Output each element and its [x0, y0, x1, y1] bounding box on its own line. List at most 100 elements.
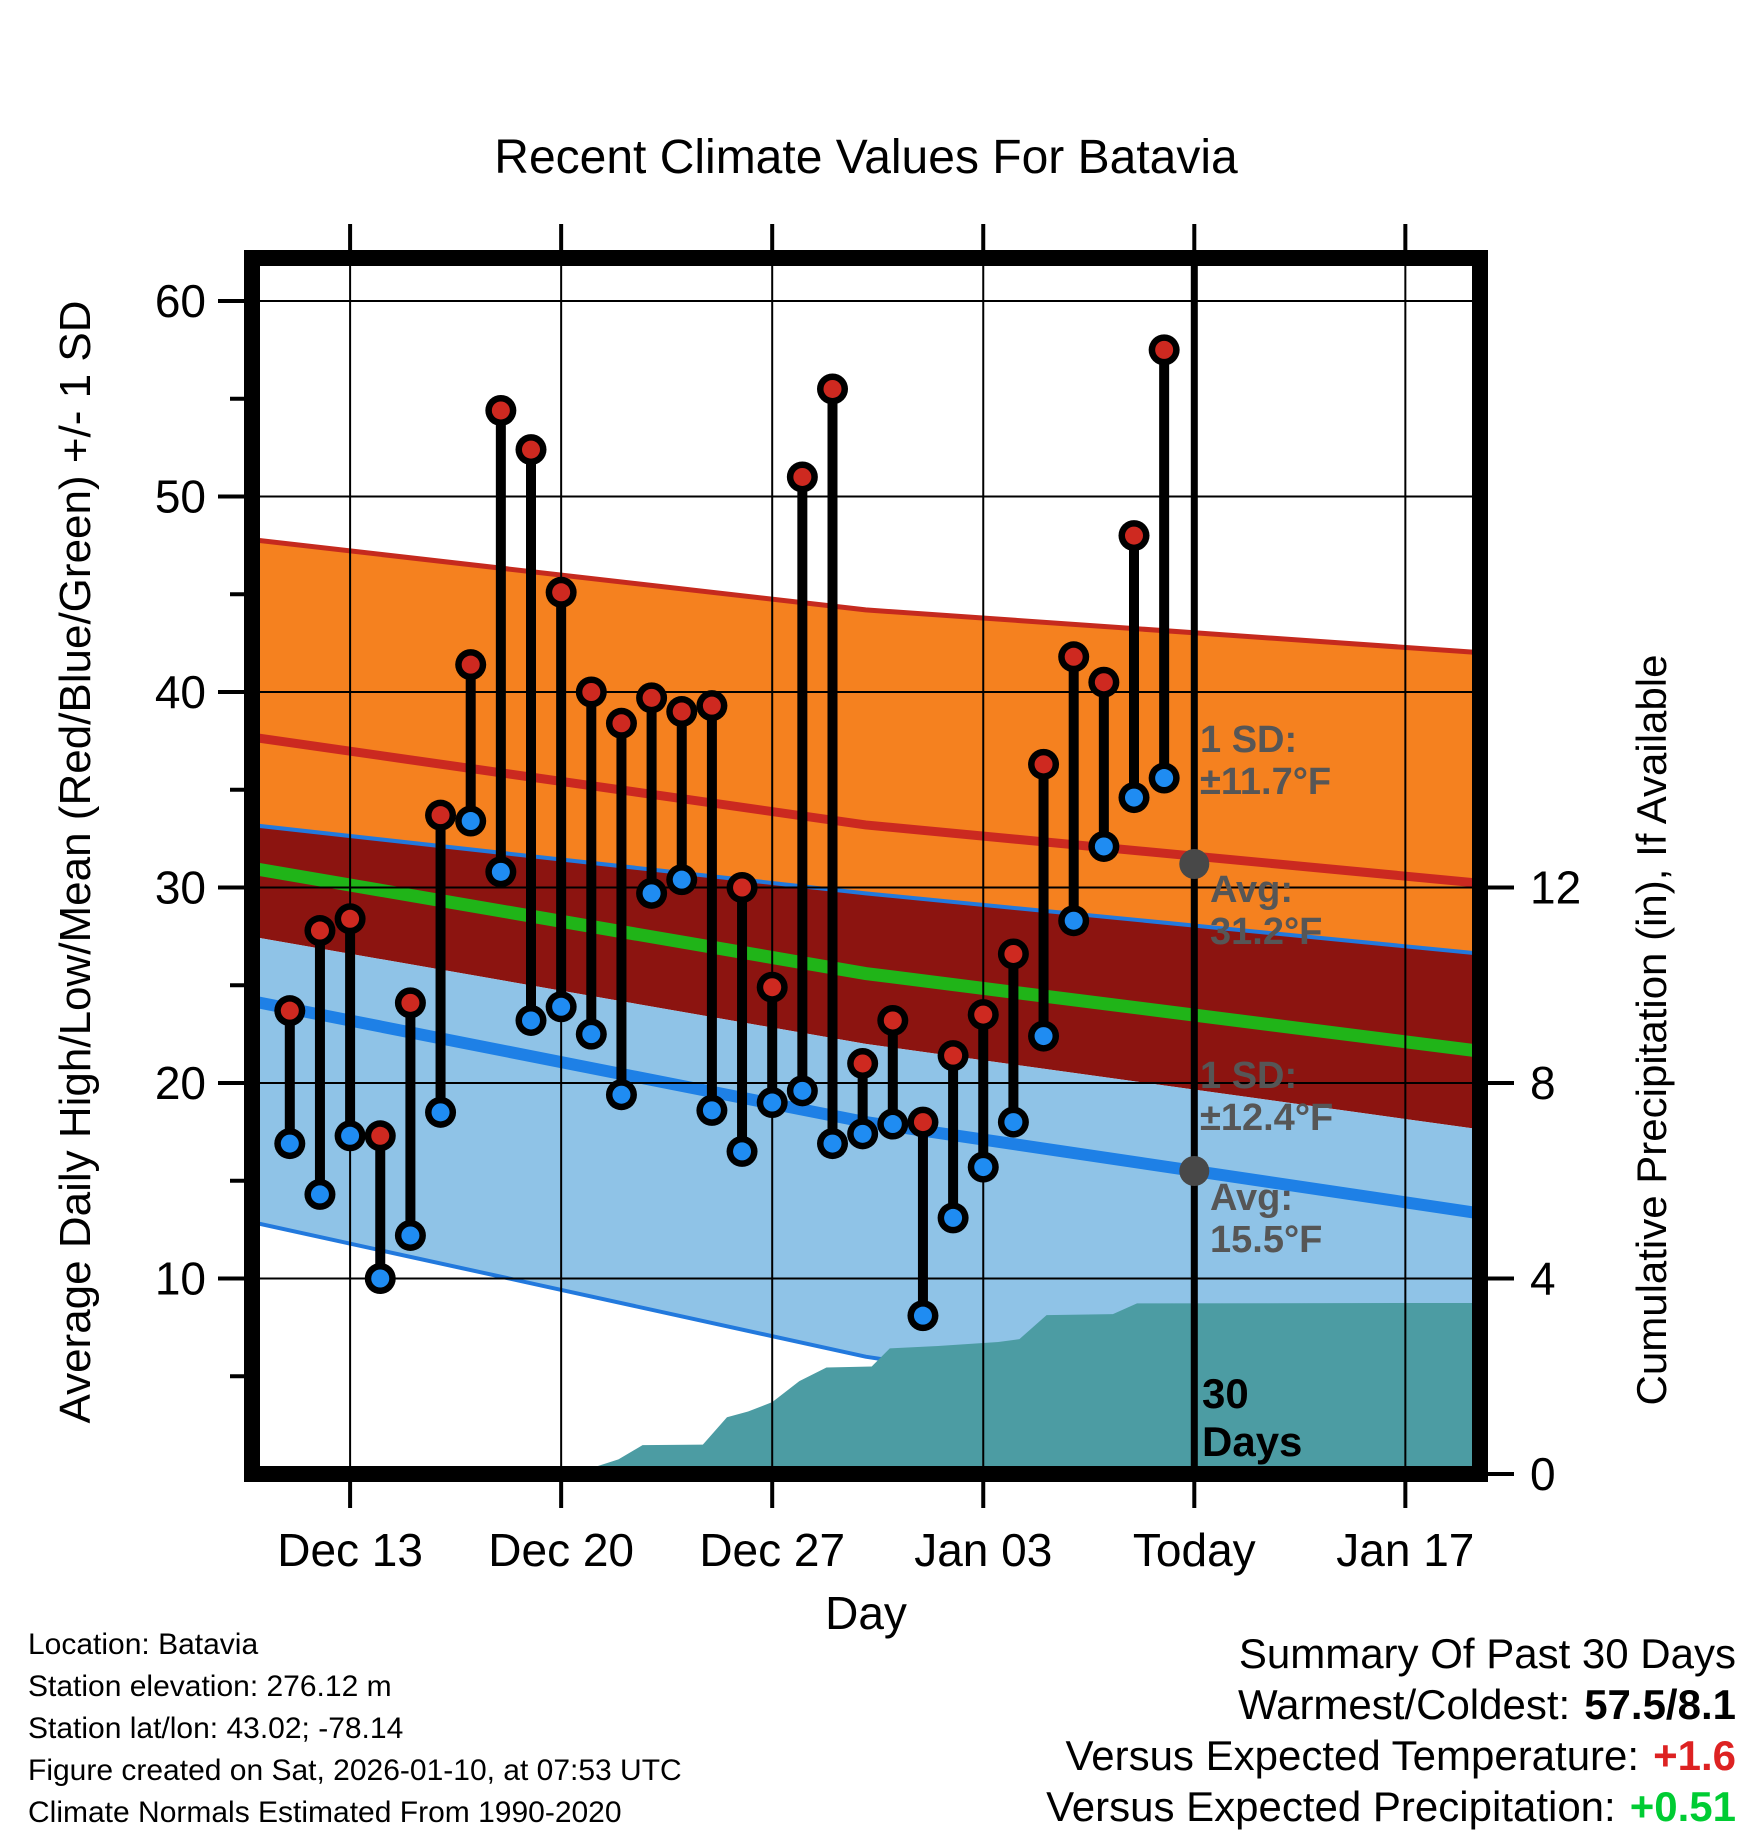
low-dot [1125, 788, 1143, 807]
day-group [394, 987, 426, 1251]
x-tick-label: Today [1133, 1524, 1256, 1576]
day-group [274, 995, 306, 1160]
day-group [817, 373, 848, 1160]
x-tick-label: Dec 27 [699, 1524, 845, 1576]
summary-block: Summary Of Past 30 Days Warmest/Coldest:… [1046, 1628, 1736, 1832]
day-group [334, 903, 366, 1152]
day-group [997, 938, 1029, 1138]
annotation-30-days-line2: Days [1202, 1418, 1302, 1465]
low-dot [461, 812, 480, 831]
day-group [1118, 520, 1150, 814]
right-tick-label: 8 [1530, 1057, 1556, 1109]
day-group [455, 649, 487, 837]
x-tick-label: Jan 03 [914, 1524, 1052, 1576]
day-group [1028, 748, 1060, 1052]
day-group [304, 915, 336, 1210]
high-plus-sd-line [252, 537, 1480, 656]
annotation-low-sd-line2: ±12.4°F [1200, 1097, 1333, 1139]
high-dot [702, 696, 721, 715]
high-dot [1064, 647, 1083, 666]
right-tick-label: 12 [1530, 862, 1581, 914]
day-group [1088, 666, 1120, 862]
plot-border [244, 250, 1488, 1482]
low-dot [431, 1103, 450, 1122]
summary-value: 57.5/8.1 [1584, 1681, 1736, 1728]
low-plus-sd-line [252, 823, 1480, 956]
annotation-low-avg-line1: Avg: [1210, 1177, 1293, 1219]
annotation-high-sd-line1: 1 SD: [1200, 719, 1297, 761]
high-dot [522, 440, 540, 459]
day-group [937, 1040, 969, 1234]
left-tick-label: 40 [155, 666, 206, 718]
annotation-high-sd-line2: ±11.7°F [1200, 761, 1331, 803]
left-tick-label: 30 [155, 862, 206, 914]
high-dot [763, 978, 782, 997]
high-dot [1125, 526, 1143, 545]
info-location: Location: Batavia [28, 1628, 259, 1661]
high-dot [974, 1005, 993, 1024]
high-dot [1155, 340, 1174, 359]
station-info-block: Location: Batavia Station elevation: 276… [28, 1624, 682, 1834]
day-group [636, 682, 668, 909]
high-dot [401, 993, 420, 1012]
day-group [756, 971, 788, 1119]
low-dot [522, 1011, 540, 1030]
low-dot [642, 884, 661, 903]
high-dot [1094, 673, 1113, 692]
high-dot [310, 921, 329, 940]
day-group [847, 1047, 879, 1150]
high-dot [341, 909, 360, 928]
summary-row-vs-temperature: Versus Expected Temperature: +1.6 [1046, 1730, 1736, 1781]
info-created: Figure created on Sat, 2026-01-10, at 07… [28, 1754, 682, 1787]
annotation-low-avg-line2: 15.5°F [1210, 1219, 1322, 1261]
low-dot [310, 1185, 329, 1204]
day-group [877, 1004, 909, 1140]
left-tick-label: 60 [155, 275, 206, 327]
high-dot [280, 1001, 299, 1020]
low-dot [1034, 1027, 1053, 1046]
day-group [786, 461, 818, 1107]
day-group [1148, 334, 1180, 794]
summary-value: +0.51 [1629, 1783, 1736, 1830]
annotation-high-avg-line1: Avg: [1210, 869, 1293, 911]
annotation-low-sd-line1: 1 SD: [1200, 1055, 1297, 1097]
high-dot [883, 1011, 902, 1030]
left-tick-label: 20 [155, 1057, 206, 1109]
summary-row-warmest-coldest: Warmest/Coldest: 57.5/8.1 [1046, 1679, 1736, 1730]
summary-label: Warmest/Coldest: [1238, 1681, 1571, 1728]
avg-high-line [252, 732, 1480, 888]
left-axis-title: Average Daily High/Low/Mean (Red/Blue/Gr… [51, 300, 100, 1424]
low-dot [1004, 1113, 1023, 1132]
day-group [696, 690, 728, 1126]
high-dot [1034, 755, 1053, 774]
high-dot [733, 878, 752, 897]
x-axis-title: Day [825, 1587, 907, 1639]
high-dot [642, 688, 661, 707]
x-tick-label: Dec 20 [488, 1524, 634, 1576]
x-tick-label: Dec 13 [277, 1524, 423, 1576]
high-dot [461, 655, 480, 674]
page-title: Recent Climate Values For Batavia [494, 131, 1238, 184]
low-dot [1094, 837, 1113, 856]
low-dot [491, 862, 510, 881]
day-group [545, 576, 577, 1023]
summary-title: Summary Of Past 30 Days [1238, 1630, 1736, 1677]
low-dot [913, 1306, 932, 1325]
low-dot [582, 1025, 601, 1044]
day-group [575, 676, 607, 1050]
day-group [1058, 641, 1090, 937]
day-group [364, 1120, 396, 1294]
mean-line [252, 861, 1480, 1058]
right-axis-title: Cumulative Precipitation (in), If Availa… [1628, 654, 1675, 1406]
high-dot [913, 1113, 932, 1132]
low-dot [1064, 911, 1083, 930]
high-dot [793, 467, 812, 486]
day-group [907, 1106, 939, 1332]
low-dot [341, 1126, 360, 1145]
low-dot [702, 1101, 721, 1120]
day-group [666, 696, 698, 896]
high-dot [582, 683, 601, 701]
low-dot [883, 1115, 902, 1134]
